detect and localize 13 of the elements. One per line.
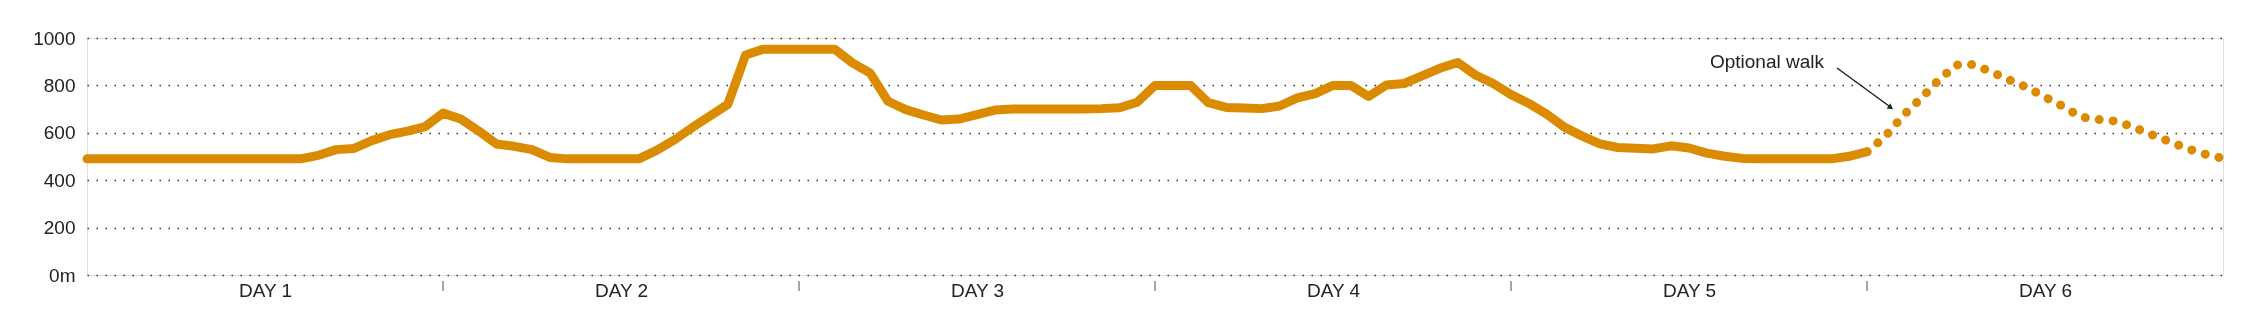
y-tick-label: 0m (49, 264, 76, 286)
annotation: Optional walk (1709, 51, 1825, 72)
x-tick-label: DAY 5 (1662, 279, 1717, 301)
y-tick-label: 600 (43, 122, 76, 144)
y-tick-label: 200 (43, 217, 76, 239)
y-tick-label: 1000 (33, 27, 76, 49)
y-tick-label: 800 (43, 74, 76, 96)
x-tick-label: DAY 6 (2018, 279, 2073, 301)
x-tick-label: DAY 1 (238, 279, 293, 301)
x-tick-label: DAY 4 (1306, 279, 1361, 301)
x-tick-label: DAY 2 (594, 279, 649, 301)
x-tick-label: DAY 3 (950, 279, 1005, 301)
y-tick-label: 400 (43, 169, 76, 191)
